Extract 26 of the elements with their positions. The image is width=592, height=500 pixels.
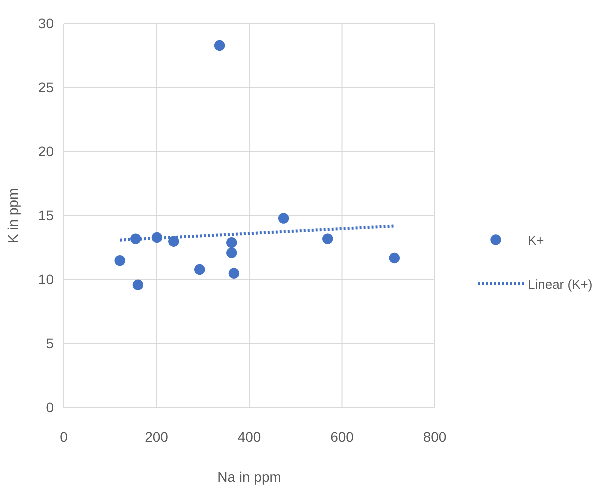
y-tick-label: 10: [38, 271, 54, 288]
point: [389, 252, 400, 264]
point: [114, 255, 126, 266]
y-tick-label: 20: [38, 143, 54, 160]
legend-label: K+: [528, 233, 544, 248]
point: [322, 234, 334, 244]
x-tick-label: 600: [330, 428, 354, 445]
point: [278, 213, 290, 224]
x-tick-label: 0: [60, 428, 68, 445]
point: [194, 264, 206, 276]
y-tick-label: 15: [38, 207, 54, 224]
x-tick-label: 200: [145, 428, 169, 445]
y-tick-label: 30: [38, 15, 54, 32]
y-tick-label: 25: [38, 79, 54, 96]
point: [226, 248, 238, 258]
y-tick-label: 0: [46, 399, 54, 416]
x-tick-label: 800: [423, 428, 447, 445]
point: [132, 280, 144, 290]
point: [214, 40, 226, 52]
point: [228, 268, 240, 279]
y-axis-title: K in ppm: [5, 188, 21, 244]
legend-label: Linear (K+): [528, 277, 592, 292]
x-axis-title: Na in ppm: [218, 469, 282, 485]
y-tick-label: 5: [46, 335, 54, 352]
point: [226, 238, 238, 248]
x-tick-label: 400: [238, 428, 262, 445]
